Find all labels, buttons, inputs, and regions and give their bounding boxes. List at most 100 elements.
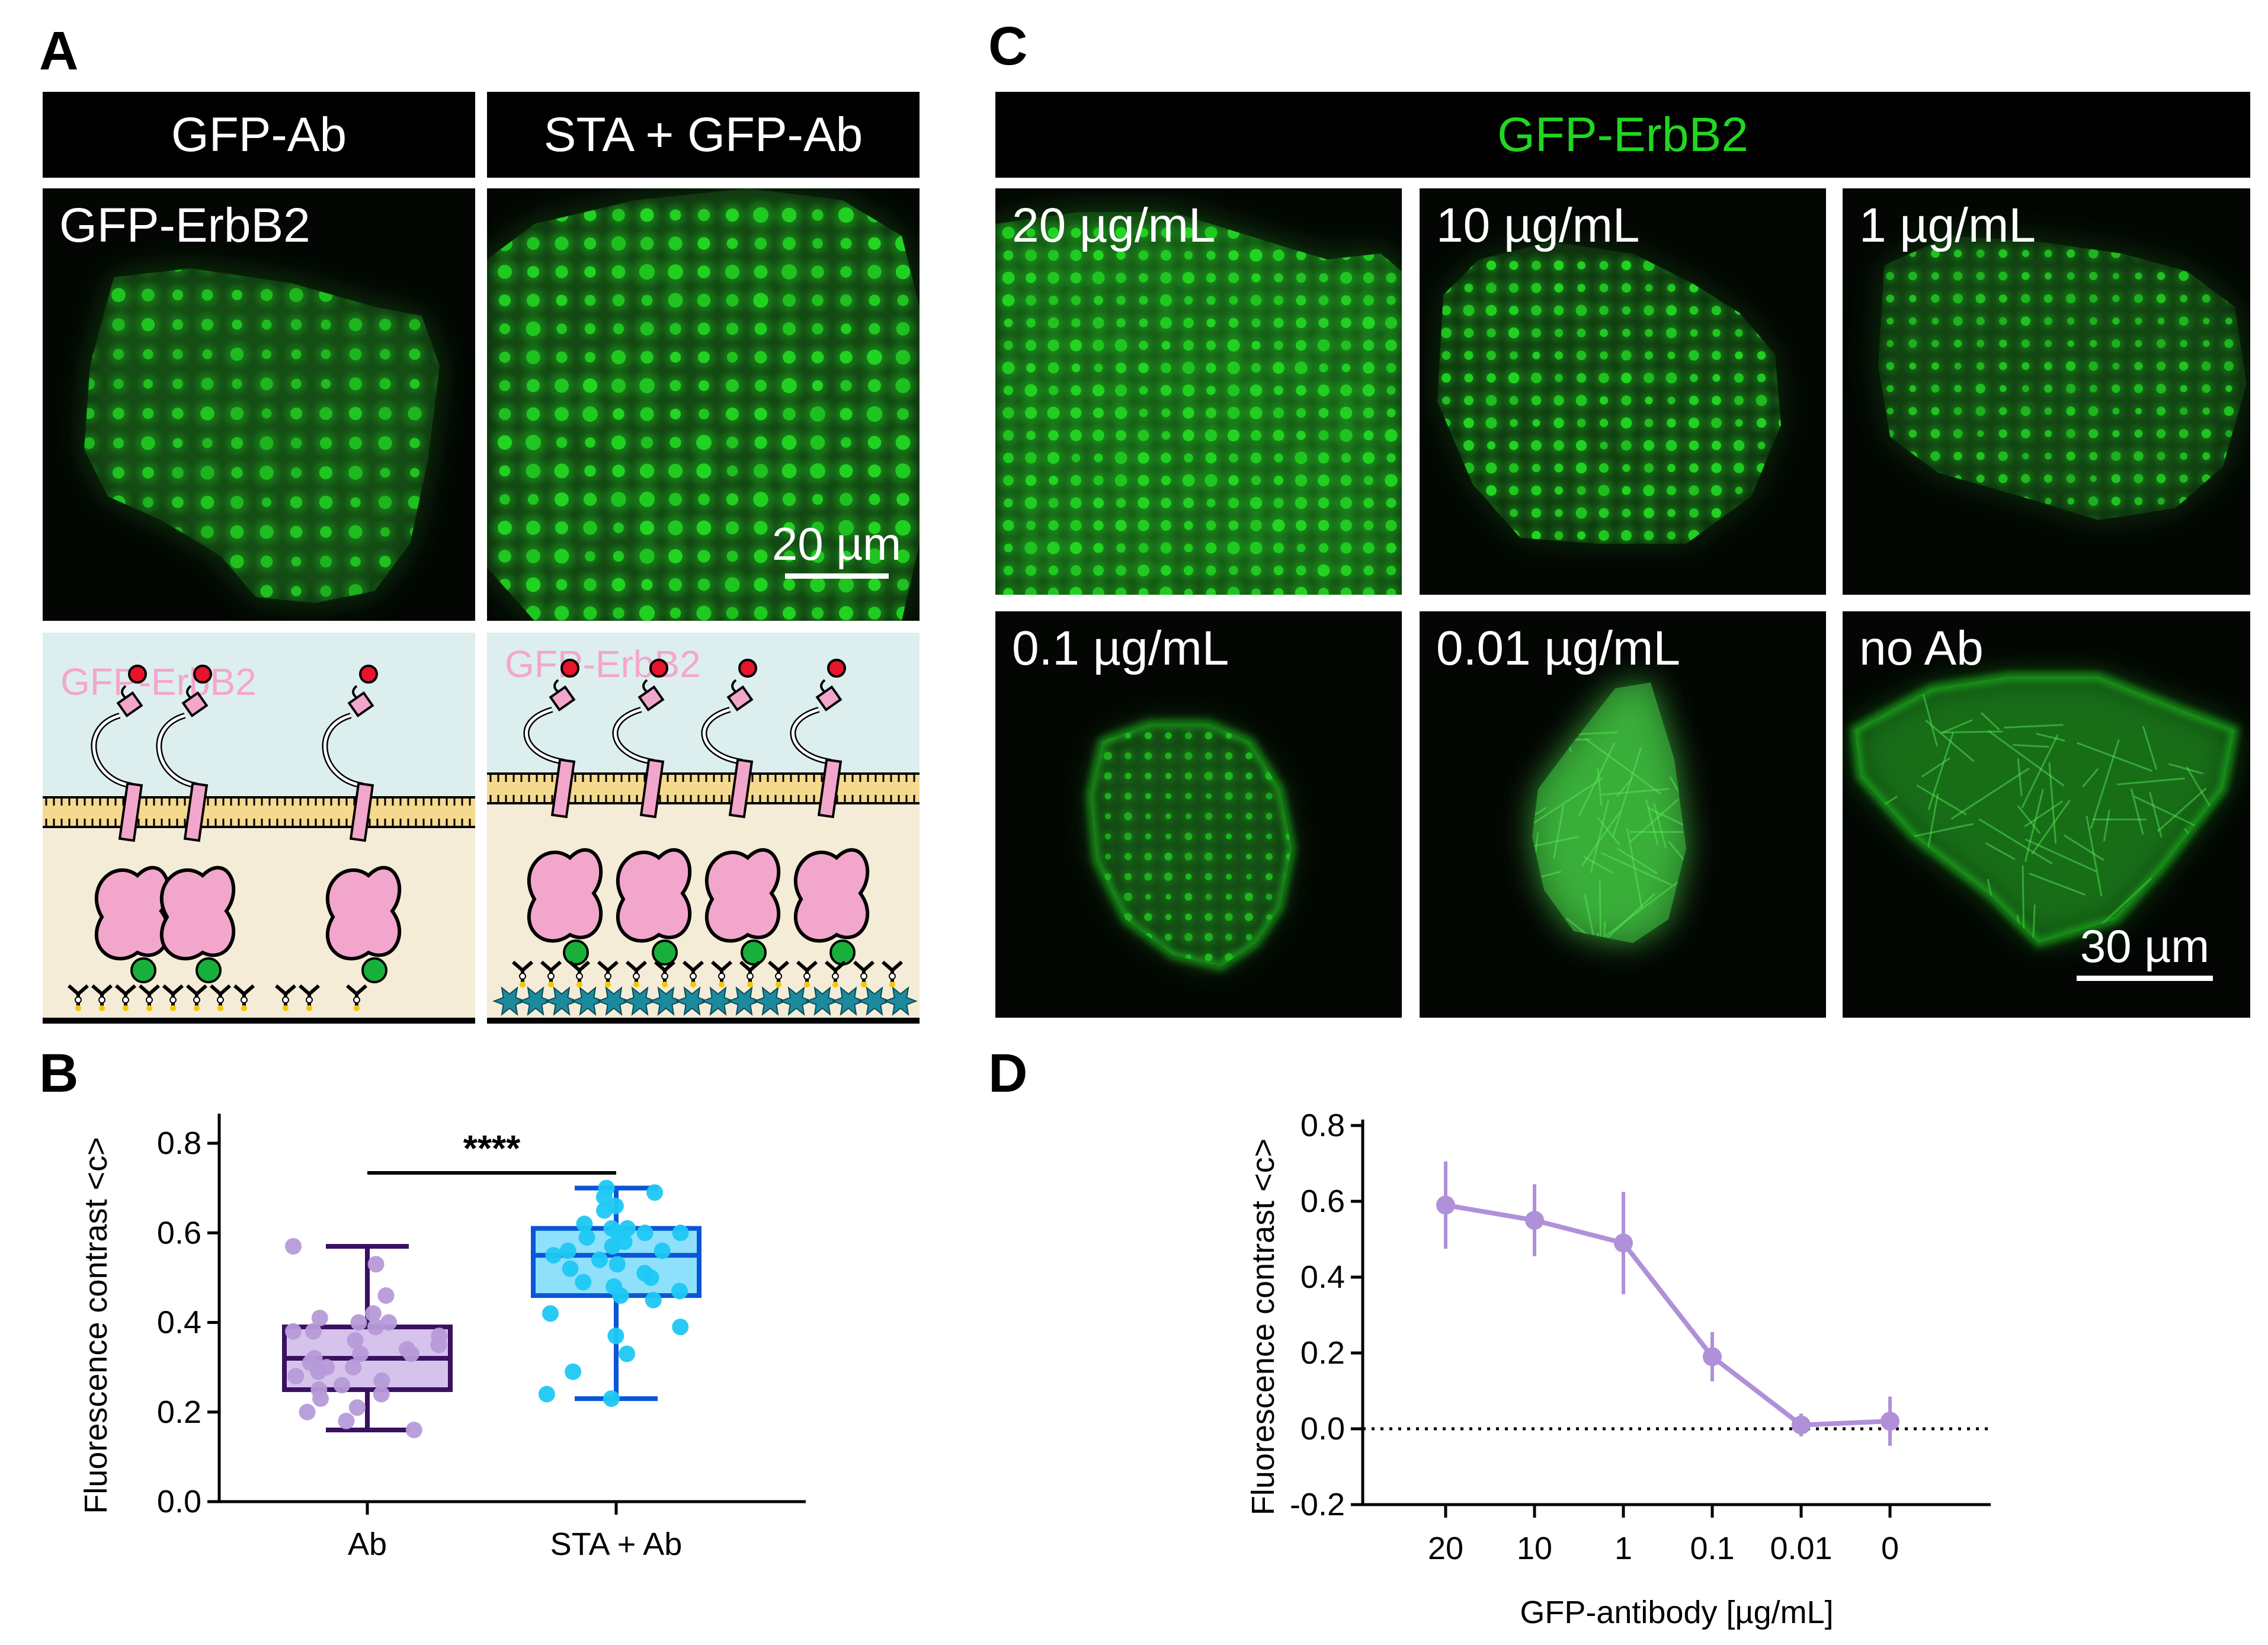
data-point (612, 1287, 629, 1304)
data-point (672, 1224, 689, 1242)
data-point (1436, 1195, 1455, 1215)
data-point (352, 1345, 369, 1362)
data-point (1525, 1211, 1544, 1230)
scale-bar-line (2077, 976, 2213, 981)
data-point (373, 1386, 390, 1403)
y-tick-label: 0.6 (157, 1215, 201, 1250)
schematic-label: GFP-ErbB2 (60, 660, 257, 703)
panel-c-tile-0-1: 0.1 µg/mL (995, 611, 1402, 1018)
panel-c-tile-no-ab: no Ab 30 µm (1843, 611, 2250, 1018)
data-point (348, 1399, 366, 1416)
panel-a-schematic-gfp-ab: GFP-ErbB2 (43, 633, 475, 1024)
tile-label: 20 µg/mL (1012, 198, 1216, 252)
data-point (1703, 1347, 1722, 1367)
panel-a-header-sta-gfp-ab: STA + GFP-Ab (487, 92, 920, 178)
panel-a-schematic-sta-gfp-ab: GFP-ErbB2 (487, 633, 920, 1024)
series-line (1445, 1203, 1891, 1428)
panel-letter-c: C (988, 16, 1028, 76)
data-point (285, 1323, 302, 1340)
data-point (310, 1363, 327, 1380)
y-tick-label: 0.6 (1300, 1184, 1345, 1219)
data-point (538, 1386, 555, 1403)
x-tick-label: 0 (1881, 1531, 1899, 1566)
data-point (405, 1422, 422, 1438)
y-axis-title: Fluorescence contrast <c> (1245, 1139, 1281, 1515)
tile-label: 1 µg/mL (1859, 198, 2036, 252)
data-point (311, 1309, 328, 1326)
data-point (367, 1256, 385, 1273)
data-point (299, 1403, 316, 1420)
data-point (338, 1412, 355, 1429)
panel-b-box-plot: 0.0 0.2 0.4 0.6 0.8 Fluorescence contrast <c>… (71, 1084, 818, 1558)
data-point (350, 1314, 367, 1331)
x-tick-label: 0.01 (1770, 1531, 1832, 1566)
data-point (596, 1202, 613, 1219)
data-point (595, 1188, 613, 1205)
panel-a-micrograph-gfp-ab: GFP-ErbB2 (43, 188, 475, 621)
tile-label: 0.01 µg/mL (1436, 621, 1680, 675)
data-point (402, 1345, 419, 1362)
data-point (305, 1323, 322, 1340)
panel-letter-a: A (39, 21, 79, 81)
panel-c-tile-0-01: 0.01 µg/mL (1420, 611, 1826, 1018)
data-point (545, 1247, 562, 1264)
x-tick-label: 0.1 (1690, 1531, 1734, 1566)
y-axis-title: Fluorescence contrast <c> (78, 1137, 114, 1513)
x-tick-label: 20 (1428, 1531, 1463, 1566)
data-point (345, 1359, 362, 1376)
y-tick-label: 0.2 (1300, 1335, 1345, 1371)
panel-c-header: GFP-ErbB2 (995, 92, 2250, 178)
data-point (607, 1327, 624, 1345)
panel-letter-b: B (39, 1043, 79, 1104)
data-point (312, 1390, 329, 1407)
y-tick-label: 0.4 (1300, 1259, 1345, 1295)
data-point (591, 1251, 608, 1268)
scale-bar-label: 20 µm (771, 518, 902, 570)
significance-label: **** (463, 1128, 521, 1169)
data-point (562, 1260, 579, 1277)
schematic-label: GFP-ErbB2 (505, 643, 701, 685)
data-point (559, 1242, 576, 1259)
data-point (654, 1242, 671, 1259)
data-point (364, 1305, 382, 1322)
data-point (380, 1314, 398, 1331)
panel-c-tile-10: 10 µg/mL (1420, 188, 1826, 595)
x-tick-label: 1 (1614, 1531, 1632, 1566)
panel-a-header-gfp-ab: GFP-Ab (43, 92, 475, 178)
y-tick-label: -0.2 (1290, 1487, 1345, 1522)
data-point (542, 1305, 559, 1322)
data-point (645, 1291, 662, 1309)
data-point (636, 1224, 654, 1242)
panel-letter-d: D (988, 1043, 1028, 1104)
y-tick-label: 0.8 (157, 1125, 201, 1161)
data-point (565, 1363, 582, 1380)
data-point (1881, 1412, 1899, 1431)
data-point (608, 1256, 626, 1273)
y-tick-label: 0.8 (1300, 1108, 1345, 1143)
data-point (334, 1377, 351, 1394)
box-ab (282, 1237, 453, 1438)
micrograph-label: GFP-ErbB2 (59, 198, 310, 252)
scale-bar-20um: 20 µm (765, 517, 908, 579)
data-point (604, 1237, 621, 1255)
x-axis-title: GFP-antibody [µg/mL] (1520, 1595, 1833, 1630)
scale-bar-line (784, 573, 889, 579)
y-tick-label: 0.0 (1300, 1411, 1345, 1447)
scale-bar-label: 30 µm (2080, 920, 2210, 972)
x-tick-label: 10 (1517, 1531, 1552, 1566)
data-point (373, 1372, 390, 1389)
data-point (285, 1237, 302, 1255)
data-point (646, 1184, 664, 1201)
box-sta-ab (531, 1179, 701, 1407)
data-point (603, 1390, 620, 1407)
panel-d-line-chart: -0.2 0.0 0.2 0.4 0.6 0.8 20 10 1 0.1 0.01 0 GFP-anti… (1238, 1090, 2003, 1641)
data-point (619, 1345, 636, 1362)
panel-c-tile-20: 20 µg/mL (995, 188, 1402, 595)
data-point (430, 1336, 447, 1354)
y-tick-label: 0.4 (157, 1305, 201, 1341)
data-point (576, 1216, 593, 1233)
data-point (578, 1229, 595, 1246)
data-point (671, 1282, 688, 1300)
data-point (377, 1287, 395, 1304)
x-tick-label: Ab (348, 1527, 387, 1558)
